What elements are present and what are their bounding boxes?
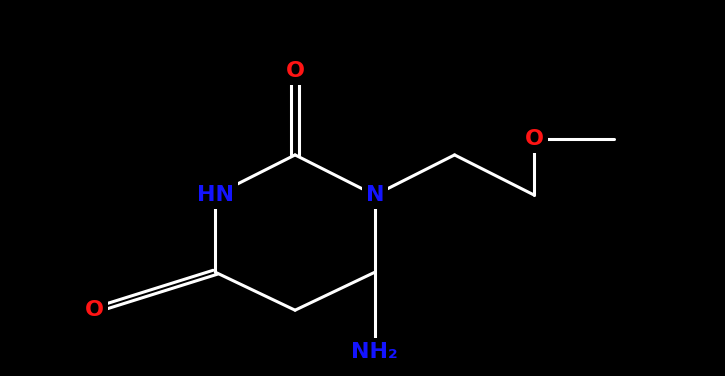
Text: O: O [525, 129, 544, 149]
Text: NH₂: NH₂ [352, 341, 398, 362]
Text: N: N [365, 185, 384, 205]
Text: HN: HN [196, 185, 234, 205]
Text: O: O [85, 300, 104, 320]
Text: O: O [286, 61, 304, 82]
